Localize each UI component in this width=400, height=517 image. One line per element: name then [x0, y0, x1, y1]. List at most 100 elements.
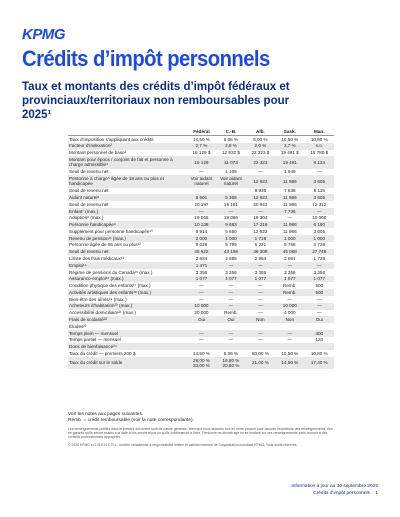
cell: 19 066 — [194, 215, 209, 221]
table-row: Personne âgée de 65 ans ou plus¹² 9 028 5 … — [68, 242, 334, 249]
cell: — — [216, 289, 246, 296]
row-label: Frais de scolarité²² — [68, 316, 187, 324]
page-number: 1 — [375, 491, 378, 496]
cell: 5,06 % — [223, 136, 239, 142]
cell: 2 681 — [284, 256, 296, 261]
cell: 7 736 — [275, 207, 305, 215]
cell: — — [216, 207, 246, 215]
cell: 1 000 — [304, 234, 334, 242]
cell: 9 134 — [304, 156, 334, 169]
cell: 8 601 — [186, 194, 217, 202]
table-row: Supplément pour personne handicapée¹⁰ 5 9… — [68, 228, 334, 235]
cell: 8 935 — [254, 188, 267, 194]
column-header: Fédéral — [186, 128, 217, 136]
cell: 2 834 — [195, 256, 208, 261]
cell: 2,7 % — [275, 142, 305, 150]
cell — [246, 323, 275, 330]
cell: 400 — [304, 329, 334, 337]
cell: — — [199, 283, 204, 289]
table-row: Personne handicapée⁹ 10 138 9 683 17 216 11 … — [68, 221, 334, 229]
cell: 19 304 — [253, 215, 268, 221]
cell: Voir aidant naturel — [216, 175, 246, 188]
cell: 43 169 — [216, 248, 246, 256]
cell: 5 758 — [284, 242, 296, 248]
cell: — — [245, 302, 276, 310]
row-label: Acheteurs d’habitation²⁰ (max.) — [68, 302, 187, 310]
table-row: Enfant⁷ (max.) — — —7 736— — [68, 207, 334, 215]
cell: 3 356 — [254, 269, 267, 275]
row-label: Accessibilité domiciliaire²¹ (max.) — [69, 310, 136, 316]
header-row: Fédéral C.-B. Alb. Sask. Man. — [68, 128, 334, 136]
cell: 12 932 $ — [222, 150, 240, 156]
cell: 3 356 — [225, 269, 237, 275]
cell: 6 221 — [254, 242, 267, 248]
cell: 11 986 — [275, 194, 305, 202]
cell: 22 323 — [245, 156, 276, 169]
cell: 5 366 — [216, 194, 246, 202]
table-row: Taux du crédit sur le solde 29,00 % 33,00… — [68, 357, 334, 370]
row-label: Études²³ — [69, 323, 87, 329]
table-row: Condition physique des enfants¹⁷ (max.) —… — [68, 282, 334, 289]
row-label: Assurance-emploi¹⁶ (max.) — [68, 275, 187, 283]
cell: Non — [275, 316, 305, 324]
cell: 1 471 — [186, 262, 217, 269]
column-header: Alb. — [245, 128, 276, 136]
row-label: Revenu de pension¹¹ (max.) — [68, 234, 187, 242]
cell: 6,00 % — [253, 136, 268, 142]
cell — [275, 323, 304, 330]
cell: — — [287, 296, 293, 302]
row-label: Taux du crédit — premiers 200 $ — [69, 350, 136, 356]
cell — [305, 323, 334, 330]
table-row: Temps plein — mensuel — — — —400 — [68, 329, 334, 337]
row-label: Adoption⁸ (max.) — [69, 215, 104, 221]
cell: Non — [245, 316, 276, 324]
row-label: Seuil de revenu net — [68, 248, 187, 256]
cell: 500 — [315, 283, 324, 289]
cell: 120 — [315, 337, 324, 343]
notes: Voir les notes aux pages suivantes. Remb… — [68, 412, 334, 447]
row-label: Facteur d’indexation² — [68, 142, 187, 150]
row-label: Bien-être des aînés¹⁹ (max.) — [69, 296, 127, 302]
cell: Remb. — [283, 283, 297, 289]
column-header: Man. — [304, 128, 334, 136]
cell — [216, 188, 245, 195]
row-label: Personne handicapée⁹ — [68, 221, 187, 229]
cell: — — [304, 262, 334, 269]
table-row: Acheteurs d’habitation²⁰ (max.) 10 000— —1… — [68, 302, 334, 310]
cell: Remb. — [224, 310, 238, 316]
table-row: Activités artistiques des enfants¹⁸ (max… — [68, 289, 334, 296]
cell: 3 728 — [313, 242, 326, 248]
table-row: Seuil de revenu net 45 522 43 169 46 308 45 … — [68, 248, 334, 256]
cell: 12 922 — [245, 175, 276, 188]
cell: — — [275, 262, 305, 269]
cell: 16 129 — [186, 156, 217, 169]
cell: — — [304, 302, 334, 310]
cell — [275, 343, 305, 351]
cell: — — [316, 310, 322, 316]
cell: 16,80 % 20,50 % — [216, 357, 246, 370]
cell: 17,40 % — [304, 357, 334, 370]
cell: 17 216 — [245, 221, 276, 229]
footer: Information à jour au 30 septembre 2025 … — [291, 483, 378, 497]
cell: 20 197 — [194, 201, 209, 207]
cell: 45 522 — [186, 248, 217, 256]
cell: 27 749 — [304, 248, 334, 256]
cell: 10 000 — [275, 302, 305, 310]
cell: 1 000 — [275, 234, 305, 242]
row-label: Temps partiel — mensuel — [69, 337, 121, 343]
note: Remb. = crédit remboursable (voir la not… — [68, 418, 194, 423]
cell: 5 914 — [195, 228, 208, 234]
cell: 10,50 % — [281, 350, 299, 356]
table-row: Adoption⁸ (max.) 19 066 19 066 19 304 — 10 00… — [68, 215, 334, 222]
table-row: Emploi¹⁴ 1 471— — — — — [68, 262, 334, 269]
table-row: Limite des frais médicaux¹³ 2 834 2 689 2 9… — [68, 255, 334, 262]
cell: 11 986 — [282, 201, 297, 207]
row-label: Condition physique des enfants¹⁷ (max.) — [69, 283, 151, 289]
row-label: Aidant naturel⁶ — [68, 194, 187, 202]
cell: 12 922 — [253, 228, 268, 234]
cell: — — [186, 207, 217, 215]
row-label: Taux d’imposition s’appliquant aux crédi… — [69, 136, 154, 142]
cell: 16 129 $ — [192, 150, 211, 156]
cell: 9 683 — [216, 221, 246, 229]
